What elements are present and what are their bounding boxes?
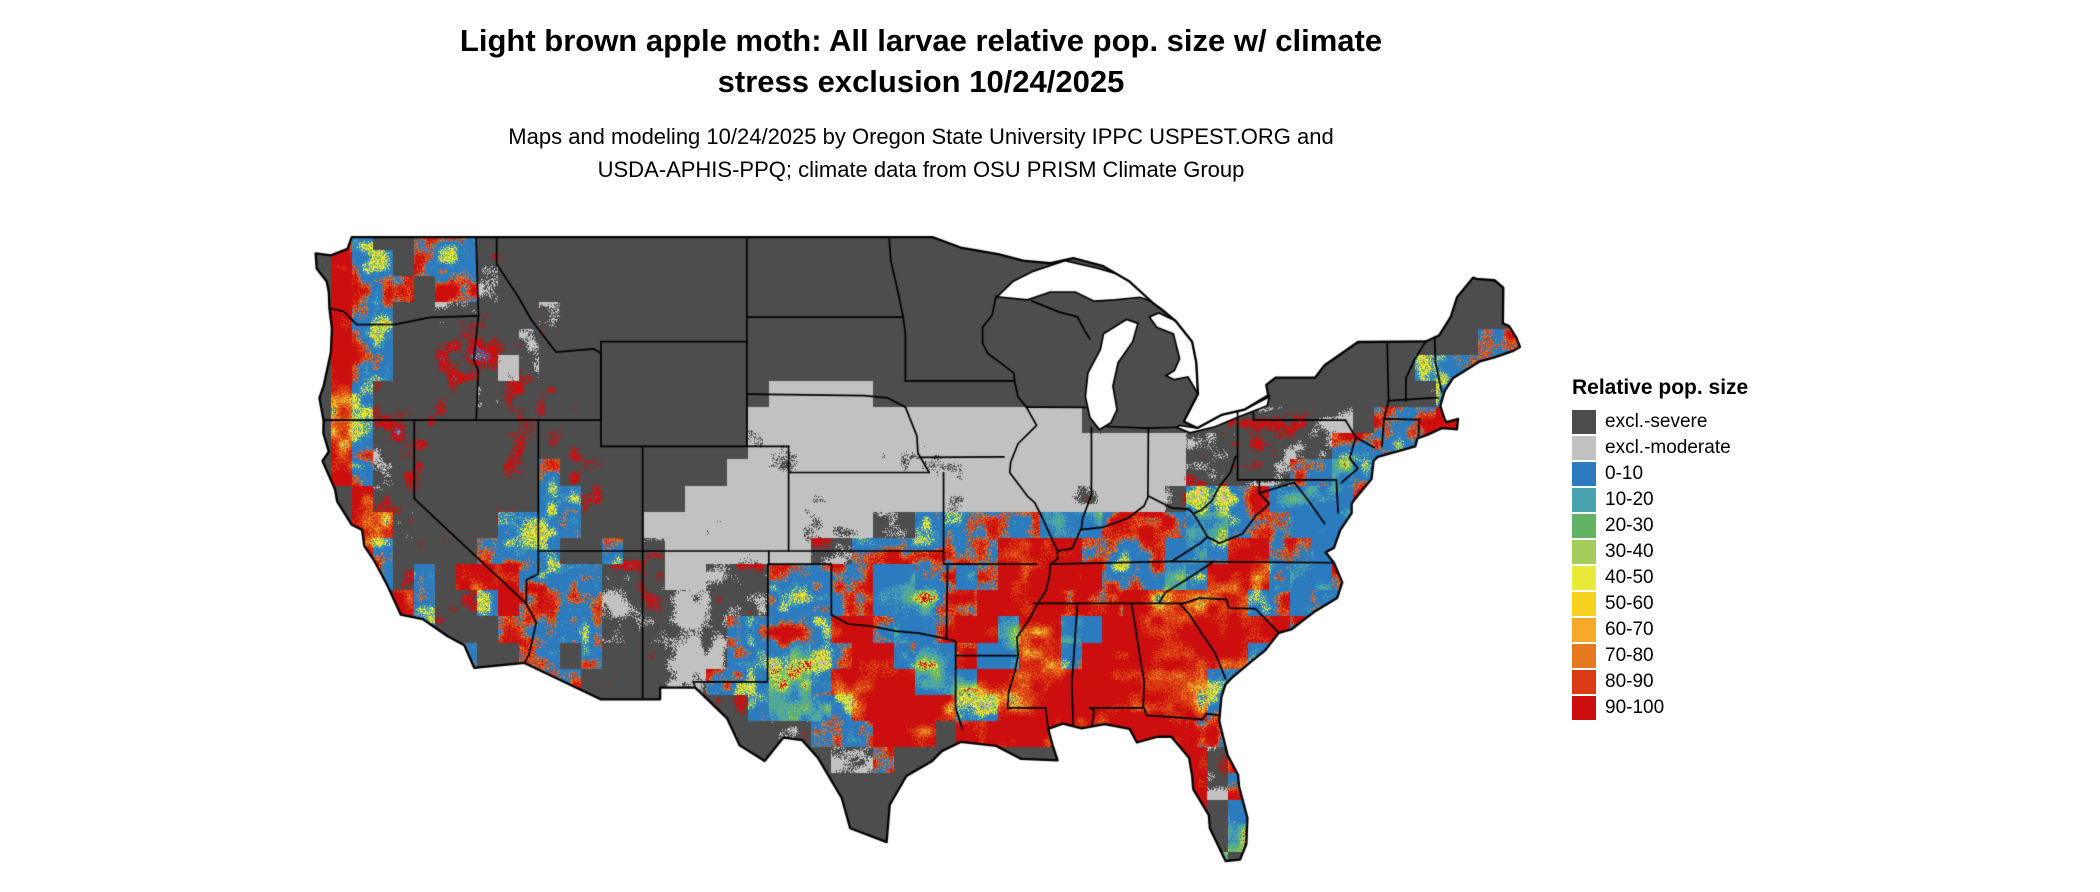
legend-item-10: 80-90 bbox=[1572, 669, 1748, 695]
legend-label: excl.-moderate bbox=[1605, 437, 1731, 458]
legend-label: 10-20 bbox=[1605, 489, 1654, 510]
legend-swatch bbox=[1572, 488, 1596, 512]
map-title-line1: Light brown apple moth: All larvae relat… bbox=[459, 23, 1383, 58]
legend-label: 50-60 bbox=[1605, 593, 1654, 614]
map-subtitle-line1: Maps and modeling 10/24/2025 by Oregon S… bbox=[508, 124, 1334, 149]
legend-swatch bbox=[1572, 436, 1596, 460]
legend-swatch bbox=[1572, 540, 1596, 564]
legend-label: 80-90 bbox=[1605, 671, 1654, 692]
map-subtitle: Maps and modeling 10/24/2025 by Oregon S… bbox=[0, 120, 1842, 186]
legend-title: Relative pop. size bbox=[1572, 376, 1749, 399]
legend-swatch bbox=[1572, 514, 1596, 538]
legend-label: 30-40 bbox=[1605, 541, 1654, 562]
legend-item-5: 30-40 bbox=[1572, 539, 1748, 565]
legend-item-6: 40-50 bbox=[1572, 565, 1748, 591]
legend-item-4: 20-30 bbox=[1572, 513, 1748, 539]
legend-swatch bbox=[1572, 618, 1596, 642]
map-title-line2: stress exclusion 10/24/2025 bbox=[717, 64, 1125, 99]
legend-item-11: 90-100 bbox=[1572, 695, 1748, 721]
legend-label: 0-10 bbox=[1605, 463, 1644, 484]
legend-label: 20-30 bbox=[1605, 515, 1654, 536]
legend-swatch bbox=[1572, 592, 1596, 616]
legend-swatch bbox=[1572, 462, 1596, 486]
legend-item-3: 10-20 bbox=[1572, 487, 1748, 513]
legend-swatch bbox=[1572, 670, 1596, 694]
us-map-canvas bbox=[310, 224, 1530, 878]
legend-label: 90-100 bbox=[1605, 697, 1665, 718]
map-subtitle-line2: USDA-APHIS-PPQ; climate data from OSU PR… bbox=[597, 157, 1245, 182]
legend-item-8: 60-70 bbox=[1572, 617, 1748, 643]
map-title: Light brown apple moth: All larvae relat… bbox=[0, 20, 1842, 102]
legend-item-2: 0-10 bbox=[1572, 461, 1748, 487]
legend: Relative pop. size excl.-severe excl.-mod… bbox=[1572, 376, 1748, 721]
legend-item-7: 50-60 bbox=[1572, 591, 1748, 617]
legend-swatch bbox=[1572, 566, 1596, 590]
legend-label: 60-70 bbox=[1605, 619, 1654, 640]
legend-label: 70-80 bbox=[1605, 645, 1654, 666]
legend-label: excl.-severe bbox=[1605, 411, 1708, 432]
legend-items: excl.-severe excl.-moderate 0-10 10-20 20-30… bbox=[1572, 409, 1748, 721]
legend-swatch bbox=[1572, 644, 1596, 668]
legend-item-1: excl.-moderate bbox=[1572, 435, 1748, 461]
legend-label: 40-50 bbox=[1605, 567, 1654, 588]
legend-swatch bbox=[1572, 696, 1596, 720]
legend-swatch bbox=[1572, 410, 1596, 434]
legend-item-9: 70-80 bbox=[1572, 643, 1748, 669]
legend-item-0: excl.-severe bbox=[1572, 409, 1748, 435]
